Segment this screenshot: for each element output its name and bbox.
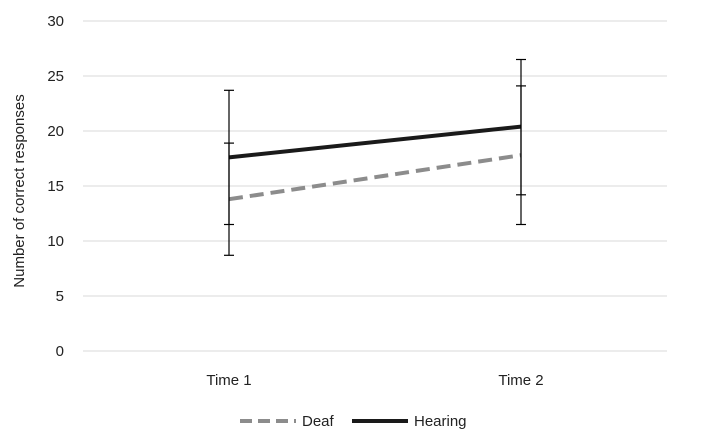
x-tick-label: Time 1 [206,372,251,389]
y-tick-label: 15 [47,178,64,195]
y-tick-label: 10 [47,233,64,250]
series-group [228,124,522,202]
error-bar-hearing [516,58,526,196]
series-line-hearing [228,124,522,160]
legend-label: Deaf [302,413,335,430]
error-bar-hearing [224,89,234,226]
legend: Deaf Hearing [240,413,467,430]
y-tick-label: 5 [56,288,64,305]
y-tick-labels: 0 5 10 15 20 25 30 [47,13,64,360]
legend-item-hearing: Hearing [352,413,467,430]
series-line-deaf [228,153,522,202]
gridlines [83,20,667,352]
x-tick-label: Time 2 [498,372,543,389]
y-axis-label: Number of correct responses [11,94,28,287]
legend-item-deaf: Deaf [240,413,335,430]
x-tick-labels: Time 1 Time 2 [206,372,543,389]
y-tick-label: 0 [56,343,64,360]
y-tick-label: 25 [47,68,64,85]
y-tick-label: 20 [47,123,64,140]
error-bars [224,58,526,256]
legend-label: Hearing [414,413,467,430]
y-tick-label: 30 [47,13,64,30]
